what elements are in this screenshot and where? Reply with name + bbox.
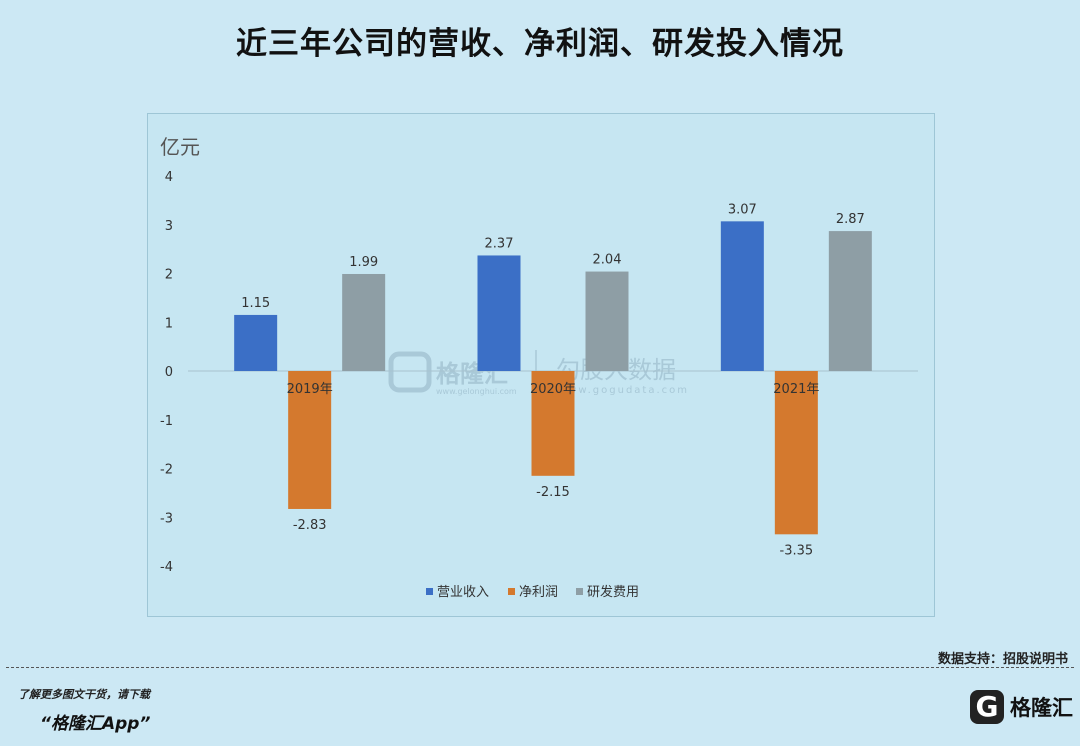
y-tick-label: 4 <box>165 170 173 185</box>
chart-panel: 格隆汇www.gelonghui.com勾股大数据www.gogudata.co… <box>147 113 935 617</box>
data-label: -3.35 <box>780 543 814 558</box>
bar <box>342 273 386 371</box>
logo-icon: G <box>970 690 1004 724</box>
legend-entry: 研发费用 <box>587 584 639 600</box>
y-tick-label: 1 <box>165 316 173 331</box>
bar <box>720 221 764 371</box>
promo-text: 了解更多图文干货，请下载 <box>18 688 150 701</box>
data-source-note: 数据支持：招股说明书 <box>937 652 1068 667</box>
bar <box>828 231 872 371</box>
footer-divider <box>6 667 1074 668</box>
data-label: 3.07 <box>728 202 757 217</box>
x-tick-label: 2019年 <box>287 382 333 397</box>
brand-name: 格隆汇 <box>1010 696 1073 720</box>
promo-app-name: “格隆汇App” <box>40 714 151 734</box>
data-labels: 1.15 -2.83 1.99 2019年 2.37 -2.15 2.04 2020年 3.07… <box>241 202 865 558</box>
bar <box>585 271 629 371</box>
bar <box>477 255 521 371</box>
y-tick-label: 0 <box>165 365 173 380</box>
bar <box>234 314 278 371</box>
bar-chart: 格隆汇www.gelonghui.com勾股大数据www.gogudata.co… <box>160 135 918 600</box>
legend-swatch <box>576 588 583 595</box>
data-label: 1.15 <box>241 296 270 311</box>
bars <box>234 221 872 535</box>
legend-entry: 净利润 <box>519 585 558 600</box>
page-title: 近三年公司的营收、净利润、研发投入情况 <box>236 26 844 62</box>
legend-swatch <box>508 588 515 595</box>
watermark-brand-url: www.gelonghui.com <box>436 387 517 396</box>
data-label: -2.15 <box>536 485 570 500</box>
data-label: 2.87 <box>836 212 865 227</box>
bar <box>531 371 575 476</box>
bar <box>288 371 332 509</box>
x-tick-label: 2020年 <box>530 382 576 397</box>
y-tick-label: -1 <box>160 414 173 429</box>
bar <box>774 371 818 535</box>
y-tick-label: 3 <box>165 219 173 234</box>
legend: 营业收入 净利润 研发费用 <box>426 584 639 600</box>
data-label: 2.04 <box>593 253 622 268</box>
y-tick-label: 2 <box>165 268 173 283</box>
legend-swatch <box>426 588 433 595</box>
brand-logo: G 格隆汇 <box>970 690 1074 730</box>
watermark-partner-url: www.gogudata.com <box>558 385 689 396</box>
data-label: 1.99 <box>349 255 378 270</box>
x-tick-label: 2021年 <box>773 382 819 397</box>
data-label: 2.37 <box>485 236 514 251</box>
watermark-logo-icon <box>388 351 432 393</box>
y-tick-label: -3 <box>160 511 173 526</box>
y-axis-unit-label: 亿元 <box>160 135 200 159</box>
legend-entry: 营业收入 <box>437 585 489 600</box>
y-tick-label: -2 <box>160 463 173 478</box>
y-tick-label: -4 <box>160 560 173 575</box>
data-label: -2.83 <box>293 518 327 533</box>
